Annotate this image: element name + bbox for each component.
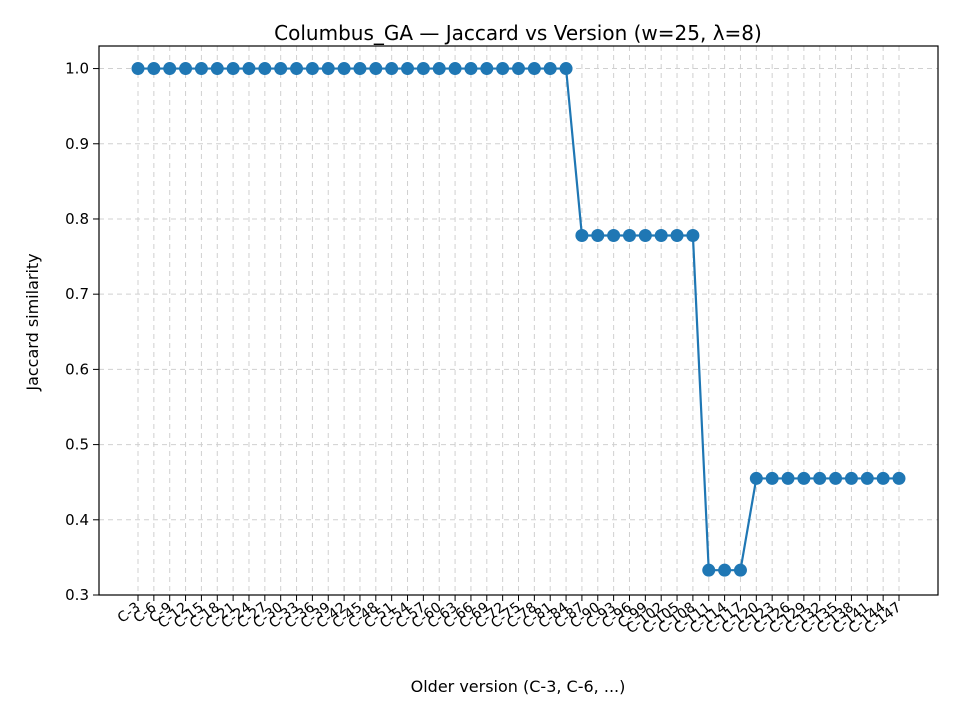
data-point-c-90 <box>591 229 605 243</box>
x-axis-label: Older version (C-3, C-6, ...) <box>411 677 626 696</box>
y-axis-ticks: 0.3 0.4 0.5 0.6 0.7 0.8 0.9 1.0 <box>65 60 99 604</box>
data-point-c-144 <box>876 471 890 485</box>
data-point-c-132 <box>813 471 827 485</box>
y-tick-label: 1.0 <box>65 60 89 78</box>
data-point-c-75 <box>512 62 525 76</box>
data-point-c-21 <box>226 62 240 76</box>
data-point-c-54 <box>401 62 415 76</box>
y-tick-label: 0.9 <box>65 135 89 153</box>
data-point-c-63 <box>448 62 462 76</box>
y-tick-label: 0.5 <box>65 436 89 454</box>
data-point-c-93 <box>607 229 621 243</box>
data-point-c-33 <box>290 62 304 76</box>
data-point-c-117 <box>733 563 747 577</box>
data-point-c-111 <box>702 563 716 577</box>
data-point-c-135 <box>829 471 843 485</box>
data-point-c-6 <box>147 62 161 76</box>
data-point-c-114 <box>718 563 732 577</box>
data-point-c-39 <box>321 62 335 76</box>
data-point-c-45 <box>353 62 367 76</box>
data-point-c-69 <box>480 62 494 76</box>
data-point-c-81 <box>543 62 557 76</box>
data-point-c-129 <box>797 471 811 485</box>
data-point-c-78 <box>527 62 541 76</box>
data-point-c-9 <box>163 62 177 76</box>
data-point-c-84 <box>559 62 573 76</box>
data-point-c-123 <box>765 471 779 485</box>
data-point-c-42 <box>337 62 351 76</box>
data-point-c-12 <box>179 62 193 76</box>
y-axis-label: Jaccard similarity <box>23 253 42 391</box>
data-point-c-102 <box>654 229 668 243</box>
data-point-c-126 <box>781 471 795 485</box>
data-point-c-96 <box>622 229 636 243</box>
grid-lines <box>99 46 938 596</box>
data-point-c-99 <box>638 229 652 243</box>
data-point-c-141 <box>860 471 874 485</box>
x-axis-ticks: C-3C-6C-9C-12C-15C-18C-21C-24C-27C-30C-3… <box>115 595 904 637</box>
data-point-c-105 <box>670 229 684 243</box>
data-point-c-36 <box>305 62 319 76</box>
data-point-c-108 <box>686 229 700 243</box>
y-tick-label: 0.8 <box>65 210 89 228</box>
y-tick-label: 0.4 <box>65 511 89 529</box>
data-points <box>131 62 906 577</box>
data-point-c-18 <box>210 62 224 76</box>
data-point-c-66 <box>464 62 478 76</box>
data-point-c-51 <box>385 62 399 76</box>
y-tick-label: 0.3 <box>65 586 89 604</box>
data-point-c-72 <box>496 62 510 76</box>
data-point-c-138 <box>844 471 858 485</box>
data-point-c-15 <box>194 62 208 76</box>
data-point-c-27 <box>258 62 272 76</box>
data-point-c-3 <box>131 62 145 76</box>
data-point-c-147 <box>892 471 906 485</box>
data-point-c-120 <box>749 471 763 485</box>
y-tick-label: 0.6 <box>65 360 89 378</box>
data-point-c-57 <box>416 62 430 76</box>
chart-title: Columbus_GA — Jaccard vs Version (w=25, … <box>274 21 762 45</box>
data-point-c-60 <box>432 62 446 76</box>
data-point-c-48 <box>369 62 383 76</box>
data-point-c-87 <box>575 229 589 243</box>
data-point-c-30 <box>274 62 288 76</box>
y-tick-label: 0.7 <box>65 285 89 303</box>
data-point-c-24 <box>242 62 256 76</box>
